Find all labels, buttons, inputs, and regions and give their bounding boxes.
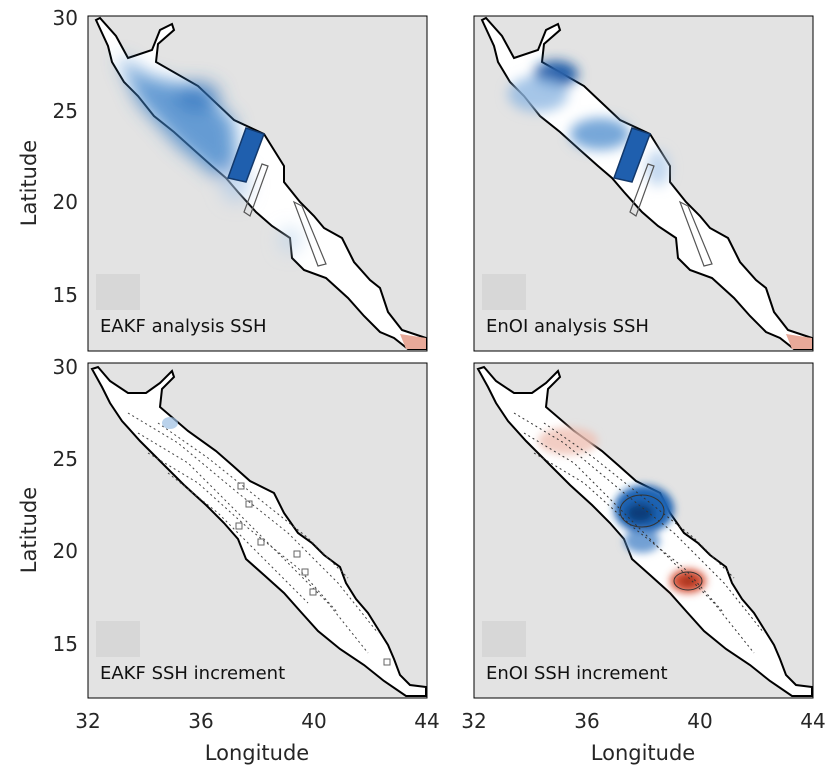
x-tick-label: 32 bbox=[461, 709, 486, 733]
observation-track-2 bbox=[292, 200, 327, 267]
ssh-field bbox=[508, 61, 670, 186]
panel-title: EnOI analysis SSH bbox=[486, 316, 649, 337]
x-tick-label: 36 bbox=[574, 709, 599, 733]
panel-enoi-analysis: EnOI analysis SSH bbox=[473, 15, 814, 352]
analysis-band bbox=[227, 127, 265, 183]
panel-title: EnOI SSH increment bbox=[486, 663, 668, 684]
y-tick-label: 25 bbox=[53, 447, 78, 471]
positive-anomaly bbox=[786, 334, 812, 349]
y-axis-title-bottom: Latitude bbox=[17, 487, 41, 573]
x-tick-label: 40 bbox=[687, 709, 712, 733]
panel-eakf-analysis: EAKF analysis SSH bbox=[87, 15, 428, 352]
x-tick-label: 44 bbox=[414, 709, 439, 733]
increment-contours bbox=[513, 412, 765, 654]
observation-track-1 bbox=[629, 163, 655, 217]
x-ticks-right: 32 36 40 44 bbox=[461, 709, 825, 733]
y-tick-label: 25 bbox=[53, 99, 78, 123]
positive-anomaly bbox=[400, 334, 426, 349]
analysis-band bbox=[613, 127, 651, 183]
panel-title: EAKF SSH increment bbox=[100, 663, 285, 684]
observation-markers bbox=[235, 482, 391, 666]
red-sea-water bbox=[90, 365, 427, 697]
observation-track-2 bbox=[678, 200, 713, 267]
y-tick-label: 20 bbox=[53, 190, 78, 214]
legend-swatch bbox=[96, 621, 140, 657]
x-tick-label: 40 bbox=[301, 709, 326, 733]
x-tick-label: 44 bbox=[800, 709, 825, 733]
y-tick-label: 30 bbox=[53, 355, 78, 379]
panel-enoi-increment: EnOI SSH increment bbox=[473, 362, 814, 699]
y-ticks-bottom: 30 25 20 15 bbox=[53, 355, 78, 656]
negative-increment bbox=[162, 417, 178, 429]
panel-title: EAKF analysis SSH bbox=[100, 316, 267, 337]
observation-track-1 bbox=[243, 163, 269, 217]
y-axis-title-top: Latitude bbox=[17, 140, 41, 226]
y-tick-label: 15 bbox=[53, 283, 78, 307]
y-ticks-top: 30 25 20 15 bbox=[53, 6, 78, 307]
x-tick-label: 36 bbox=[188, 709, 213, 733]
y-tick-label: 15 bbox=[53, 632, 78, 656]
increment-contours bbox=[127, 412, 379, 654]
panel-eakf-increment: EAKF SSH increment bbox=[87, 362, 428, 699]
legend-swatch bbox=[482, 621, 526, 657]
x-axis-title-left: Longitude bbox=[205, 741, 309, 765]
legend-swatch bbox=[482, 274, 526, 310]
legend-swatch bbox=[96, 274, 140, 310]
y-tick-label: 30 bbox=[53, 6, 78, 30]
x-tick-label: 32 bbox=[75, 709, 100, 733]
y-tick-label: 20 bbox=[53, 539, 78, 563]
x-axis-title-right: Longitude bbox=[591, 741, 695, 765]
x-ticks-left: 32 36 40 44 bbox=[75, 709, 439, 733]
